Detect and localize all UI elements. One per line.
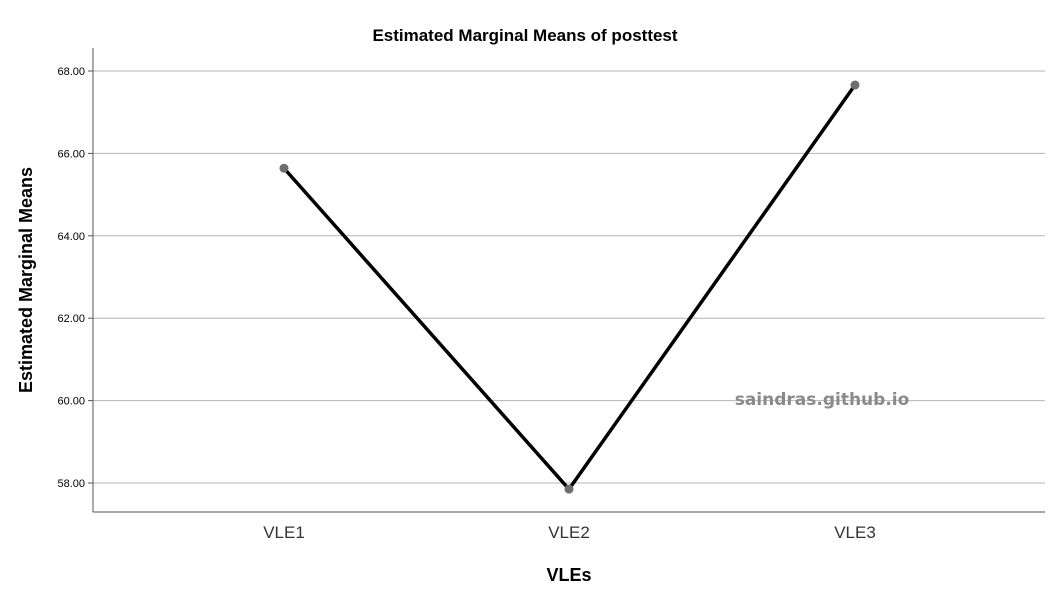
x-tick-labels: VLE1 VLE2 VLE3 [263, 523, 876, 542]
x-tick-label: VLE1 [263, 523, 305, 542]
y-tick-label: 68.00 [57, 66, 85, 78]
y-tick-label: 60.00 [57, 396, 85, 408]
x-tick-label: VLE2 [548, 523, 590, 542]
y-tick-label: 62.00 [57, 313, 85, 325]
data-point [564, 484, 574, 494]
series-means [279, 80, 860, 494]
y-tick-label: 58.00 [57, 478, 85, 490]
gridlines [93, 70, 1045, 484]
data-point [279, 163, 289, 173]
y-tick-label: 64.00 [57, 231, 85, 243]
data-point [850, 80, 860, 90]
y-axis-title: Estimated Marginal Means [16, 167, 36, 393]
series-line [282, 83, 857, 492]
y-tick-labels: 58.00 60.00 62.00 64.00 66.00 68.00 [57, 66, 85, 490]
x-axis-title: VLEs [546, 565, 591, 585]
axes [88, 48, 1045, 513]
watermark-text: saindras.github.io [735, 390, 910, 410]
chart-title: Estimated Marginal Means of posttest [372, 26, 677, 45]
x-tick-label: VLE3 [834, 523, 876, 542]
y-tick-label: 66.00 [57, 148, 85, 160]
